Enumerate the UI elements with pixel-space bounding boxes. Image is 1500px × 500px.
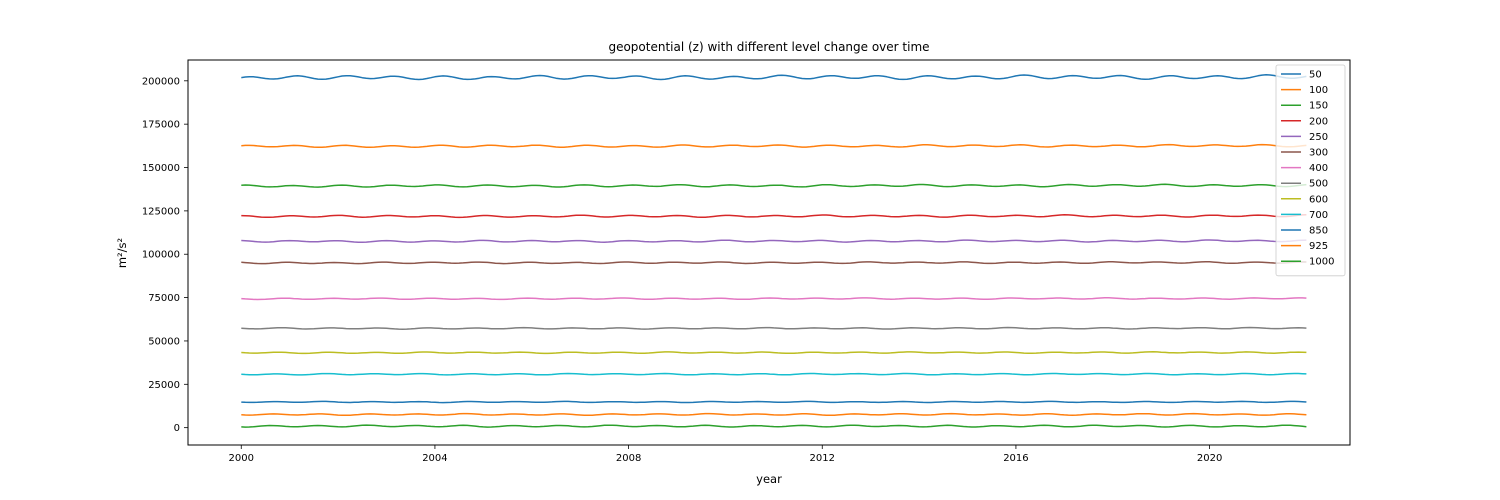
series-line-600 bbox=[241, 351, 1307, 355]
chart-title: geopotential (z) with different level ch… bbox=[608, 40, 929, 54]
y-tick-label: 50000 bbox=[148, 336, 180, 347]
y-tick-label: 125000 bbox=[142, 206, 180, 217]
series-line-925 bbox=[241, 412, 1307, 417]
series-line-850 bbox=[241, 400, 1307, 404]
legend-label-500: 500 bbox=[1309, 179, 1328, 190]
x-axis: 2000 2004 2008 2012 2016 2020 bbox=[229, 445, 1222, 464]
series-line-500 bbox=[241, 326, 1307, 330]
legend-label-200: 200 bbox=[1309, 116, 1328, 127]
y-axis: 0 25000 50000 75000 100000 125000 150000 175000… bbox=[142, 76, 188, 434]
y-tick-label: 100000 bbox=[142, 250, 180, 261]
y-tick-label: 200000 bbox=[142, 76, 180, 87]
legend-label-300: 300 bbox=[1309, 148, 1328, 159]
legend-label-925: 925 bbox=[1309, 241, 1328, 252]
series-line-250 bbox=[241, 239, 1307, 243]
legend-label-150: 150 bbox=[1309, 101, 1328, 112]
series-line-200 bbox=[241, 213, 1307, 219]
series-line-700 bbox=[241, 372, 1307, 376]
x-tick-label: 2012 bbox=[810, 453, 835, 464]
legend-label-400: 400 bbox=[1309, 163, 1328, 174]
x-tick-label: 2016 bbox=[1003, 453, 1028, 464]
legend-label-100: 100 bbox=[1309, 85, 1328, 96]
series-line-300 bbox=[241, 261, 1307, 265]
series-line-100 bbox=[241, 143, 1307, 149]
legend-label-50: 50 bbox=[1309, 70, 1322, 81]
x-tick-label: 2004 bbox=[422, 453, 447, 464]
x-tick-label: 2020 bbox=[1197, 453, 1222, 464]
y-tick-label: 75000 bbox=[148, 293, 180, 304]
plot-frame bbox=[187, 59, 1351, 446]
series-line-1000 bbox=[241, 424, 1307, 428]
y-tick-label: 0 bbox=[174, 423, 180, 434]
series-line-400 bbox=[241, 297, 1307, 301]
y-axis-label: m²/s² bbox=[115, 238, 129, 268]
legend-box bbox=[1275, 64, 1346, 277]
legend-label-250: 250 bbox=[1309, 132, 1328, 143]
series-line-50 bbox=[241, 74, 1307, 81]
x-tick-label: 2000 bbox=[229, 453, 254, 464]
x-tick-label: 2008 bbox=[616, 453, 641, 464]
series-line-150 bbox=[241, 183, 1307, 188]
legend-label-1000: 1000 bbox=[1309, 257, 1334, 268]
series-layer bbox=[241, 74, 1307, 428]
y-tick-label: 150000 bbox=[142, 163, 180, 174]
legend-label-850: 850 bbox=[1309, 226, 1328, 237]
x-axis-label: year bbox=[756, 472, 782, 486]
legend-label-700: 700 bbox=[1309, 210, 1328, 221]
legend-label-600: 600 bbox=[1309, 194, 1328, 205]
legend: 50 100 150 200 250 300 400 500 600 700 850 925 1000 bbox=[1275, 64, 1346, 277]
y-tick-label: 25000 bbox=[148, 380, 180, 391]
y-tick-label: 175000 bbox=[142, 120, 180, 131]
